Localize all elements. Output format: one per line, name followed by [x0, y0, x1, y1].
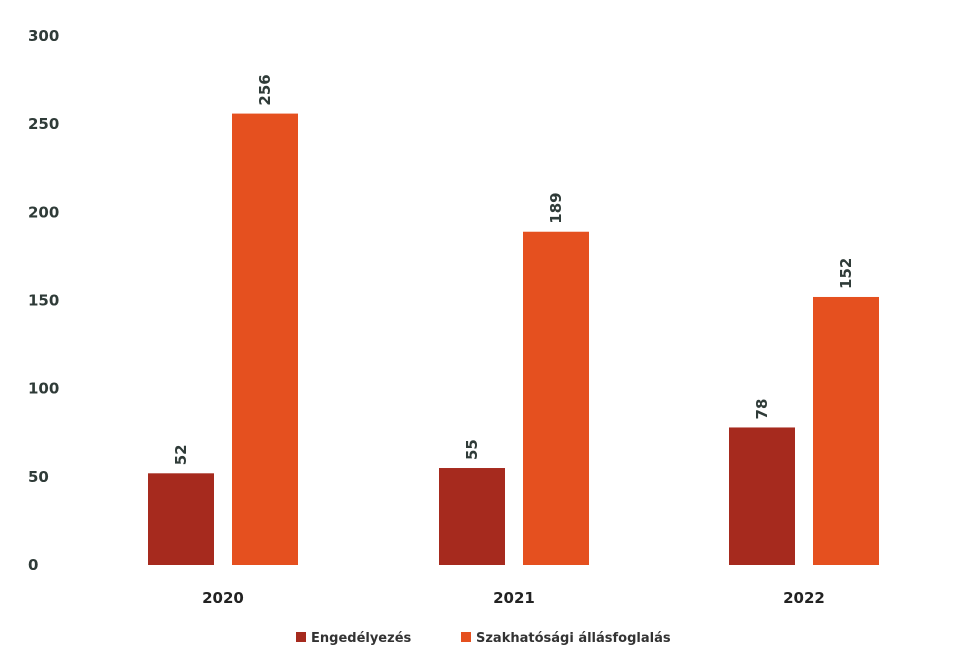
x-axis: 2020 2021 2022 — [202, 589, 825, 607]
bar-szakhatosagi-2021 — [523, 231, 589, 566]
data-label: 189 — [547, 192, 565, 223]
bar-engedelyezes-2021 — [439, 468, 505, 565]
bar-szakhatosagi-2022 — [813, 296, 879, 565]
bars — [148, 113, 879, 566]
y-tick-label: 250 — [28, 115, 59, 133]
legend-swatch — [296, 632, 306, 642]
y-axis: 0 50 100 150 200 250 300 — [28, 27, 59, 574]
bar-engedelyezes-2022 — [729, 427, 795, 565]
y-tick-label: 150 — [28, 292, 59, 310]
y-tick-label: 200 — [28, 203, 59, 221]
bar-engedelyezes-2020 — [148, 473, 214, 565]
y-tick-label: 300 — [28, 27, 59, 45]
data-label: 78 — [753, 399, 771, 420]
legend-swatch — [461, 632, 471, 642]
data-label: 256 — [256, 74, 274, 105]
legend-label: Engedélyezés — [311, 631, 412, 646]
bar-szakhatosagi-2020 — [232, 113, 298, 565]
legend-label: Szakhatósági állásfoglalás — [476, 631, 671, 646]
y-tick-label: 100 — [28, 380, 59, 398]
x-tick-label: 2021 — [493, 589, 535, 607]
legend: Engedélyezés Szakhatósági állásfoglalás — [296, 631, 671, 646]
data-label: 52 — [172, 444, 190, 465]
data-label: 55 — [463, 439, 481, 460]
y-tick-label: 50 — [28, 468, 49, 486]
x-tick-label: 2020 — [202, 589, 244, 607]
x-tick-label: 2022 — [783, 589, 825, 607]
y-tick-label: 0 — [28, 556, 38, 574]
data-label: 152 — [837, 258, 855, 289]
data-labels: 52 256 55 189 78 152 — [172, 74, 855, 465]
